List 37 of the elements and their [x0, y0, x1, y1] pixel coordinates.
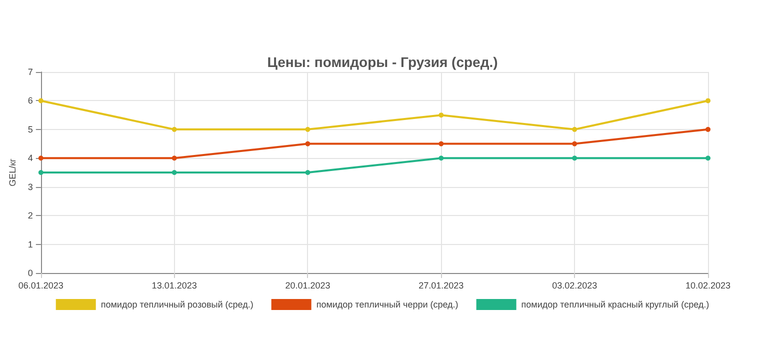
point	[305, 170, 310, 175]
y-tick-label: 3	[28, 182, 33, 192]
y-tick-label: 7	[28, 67, 33, 77]
point	[706, 156, 710, 161]
point	[572, 156, 578, 161]
y-tick-label: 0	[28, 268, 33, 278]
y-tick-label: 6	[28, 96, 33, 106]
point	[172, 126, 177, 132]
legend-label: помидор тепличный розовый (сред.)	[100, 300, 254, 310]
x-tick-label: 03.02.2023	[552, 280, 598, 290]
x-tick-label: 10.02.2023	[685, 280, 731, 290]
y-tick-label: 4	[28, 153, 33, 164]
y-axis-title: GEL/кг	[8, 158, 18, 186]
point	[172, 170, 177, 175]
point	[438, 156, 444, 161]
point	[706, 126, 710, 132]
point	[172, 156, 177, 161]
point	[572, 141, 578, 146]
chart-title: Цены: помидоры - Грузия (сред.)	[267, 54, 498, 70]
point	[38, 170, 44, 175]
x-tick-label: 27.01.2023	[418, 280, 464, 290]
legend-label: помидор тепличный красный круглый (сред.)	[521, 300, 710, 310]
point	[38, 156, 44, 161]
x-tick-label: 13.01.2023	[152, 280, 197, 290]
x-tick-label: 20.01.2023	[285, 280, 330, 290]
y-tick-label: 1	[28, 239, 33, 250]
point	[706, 98, 710, 104]
point	[305, 126, 310, 132]
point	[572, 126, 578, 132]
legend-label: помидор тепличный черри (сред.)	[316, 300, 458, 310]
y-tick-label: 5	[28, 124, 33, 134]
point	[438, 141, 444, 146]
x-tick-label: 06.01.2023	[18, 280, 64, 290]
y-tick-label: 2	[28, 210, 33, 221]
point	[305, 141, 310, 146]
point	[38, 98, 44, 104]
point	[438, 112, 444, 118]
